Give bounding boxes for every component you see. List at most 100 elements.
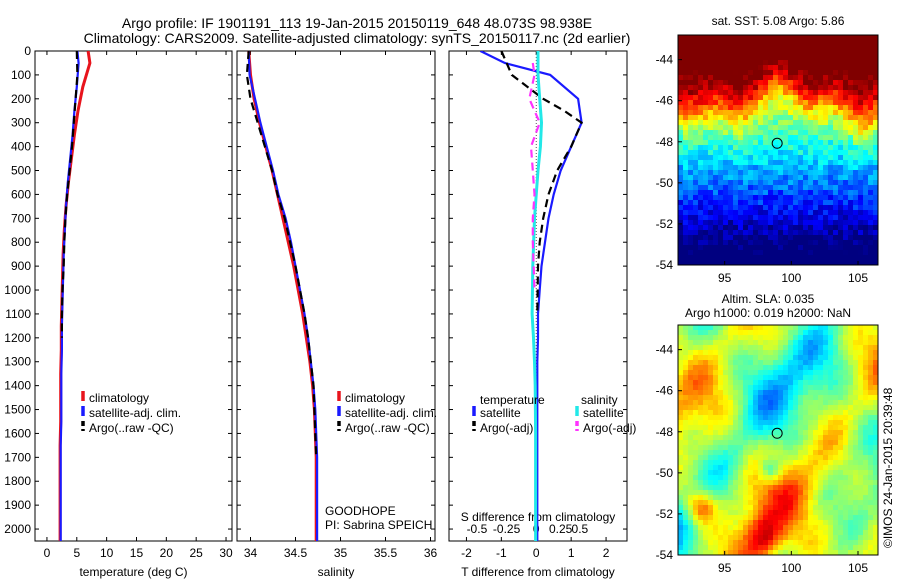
heatmap-cell [748,545,753,550]
heatmap-cell [728,35,733,40]
heatmap-cell [808,230,813,235]
heatmap-cell [873,180,878,185]
heatmap-cell [718,255,723,260]
heatmap-cell [698,115,703,120]
map-y-tick-label: -44 [656,53,674,67]
heatmap-cell [728,450,733,455]
heatmap-cell [678,190,683,195]
heatmap-cell [873,525,878,530]
heatmap-cell [773,195,778,200]
heatmap-cell [723,405,728,410]
heatmap-cell [713,490,718,495]
heatmap-cell [783,490,788,495]
heatmap-cell [813,510,818,515]
heatmap-cell [728,405,733,410]
heatmap-cell [728,255,733,260]
heatmap-cell [778,235,783,240]
heatmap-cell [868,395,873,400]
heatmap-cell [758,150,763,155]
heatmap-cell [718,385,723,390]
heatmap-cell [713,50,718,55]
heatmap-cell [823,165,828,170]
heatmap-cell [868,140,873,145]
heatmap-cell [793,215,798,220]
heatmap-cell [708,195,713,200]
heatmap-cell [848,430,853,435]
heatmap-cell [708,245,713,250]
heatmap-cell [708,470,713,475]
heatmap-cell [738,420,743,425]
heatmap-cell [833,395,838,400]
heatmap-cell [843,115,848,120]
heatmap-cell [718,95,723,100]
heatmap-cell [768,470,773,475]
heatmap-cell [788,435,793,440]
heatmap-cell [748,90,753,95]
heatmap-cell [798,475,803,480]
heatmap-cell [843,545,848,550]
heatmap-cell [738,505,743,510]
heatmap-cell [728,480,733,485]
heatmap-cell [723,75,728,80]
heatmap-cell [753,370,758,375]
heatmap-cell [703,80,708,85]
heatmap-cell [743,530,748,535]
heatmap-cell [733,150,738,155]
heatmap-cell [868,400,873,405]
heatmap-cell [778,45,783,50]
heatmap-cell [753,145,758,150]
heatmap-cell [858,240,863,245]
heatmap-cell [748,540,753,545]
heatmap-cell [808,115,813,120]
heatmap-cell [873,520,878,525]
heatmap-cell [718,380,723,385]
heatmap-cell [718,510,723,515]
heatmap-cell [733,400,738,405]
heatmap-cell [873,260,878,265]
heatmap-cell [758,325,763,330]
heatmap-cell [848,100,853,105]
heatmap-cell [718,175,723,180]
heatmap-cell [853,400,858,405]
heatmap-cell [798,250,803,255]
heatmap-cell [848,405,853,410]
heatmap-cell [733,385,738,390]
heatmap-cell [813,75,818,80]
heatmap-cell [778,115,783,120]
heatmap-cell [853,140,858,145]
heatmap-cell [693,200,698,205]
heatmap-cell [843,170,848,175]
heatmap-cell [678,435,683,440]
heatmap-cell [868,425,873,430]
heatmap-cell [688,100,693,105]
heatmap-cell [723,390,728,395]
heatmap-cell [858,455,863,460]
heatmap-cell [708,385,713,390]
heatmap-cell [823,455,828,460]
x-tick-label: 0 [533,546,540,560]
heatmap-cell [858,105,863,110]
heatmap-cell [808,430,813,435]
heatmap-cell [708,335,713,340]
heatmap-cell [798,405,803,410]
heatmap-cell [873,135,878,140]
heatmap-cell [753,515,758,520]
heatmap-cell [773,245,778,250]
heatmap-cell [733,175,738,180]
heatmap-cell [743,485,748,490]
heatmap-cell [678,40,683,45]
heatmap-cell [768,230,773,235]
heatmap-cell [793,150,798,155]
y-tick-label: 1500 [4,403,31,417]
heatmap-cell [798,495,803,500]
heatmap-cell [773,200,778,205]
heatmap-cell [873,390,878,395]
heatmap-cell [833,545,838,550]
heatmap-cell [768,240,773,245]
heatmap-cell [788,100,793,105]
heatmap-cell [813,140,818,145]
heatmap-cell [813,530,818,535]
heatmap-cell [808,370,813,375]
heatmap-cell [683,60,688,65]
heatmap-cell [788,190,793,195]
